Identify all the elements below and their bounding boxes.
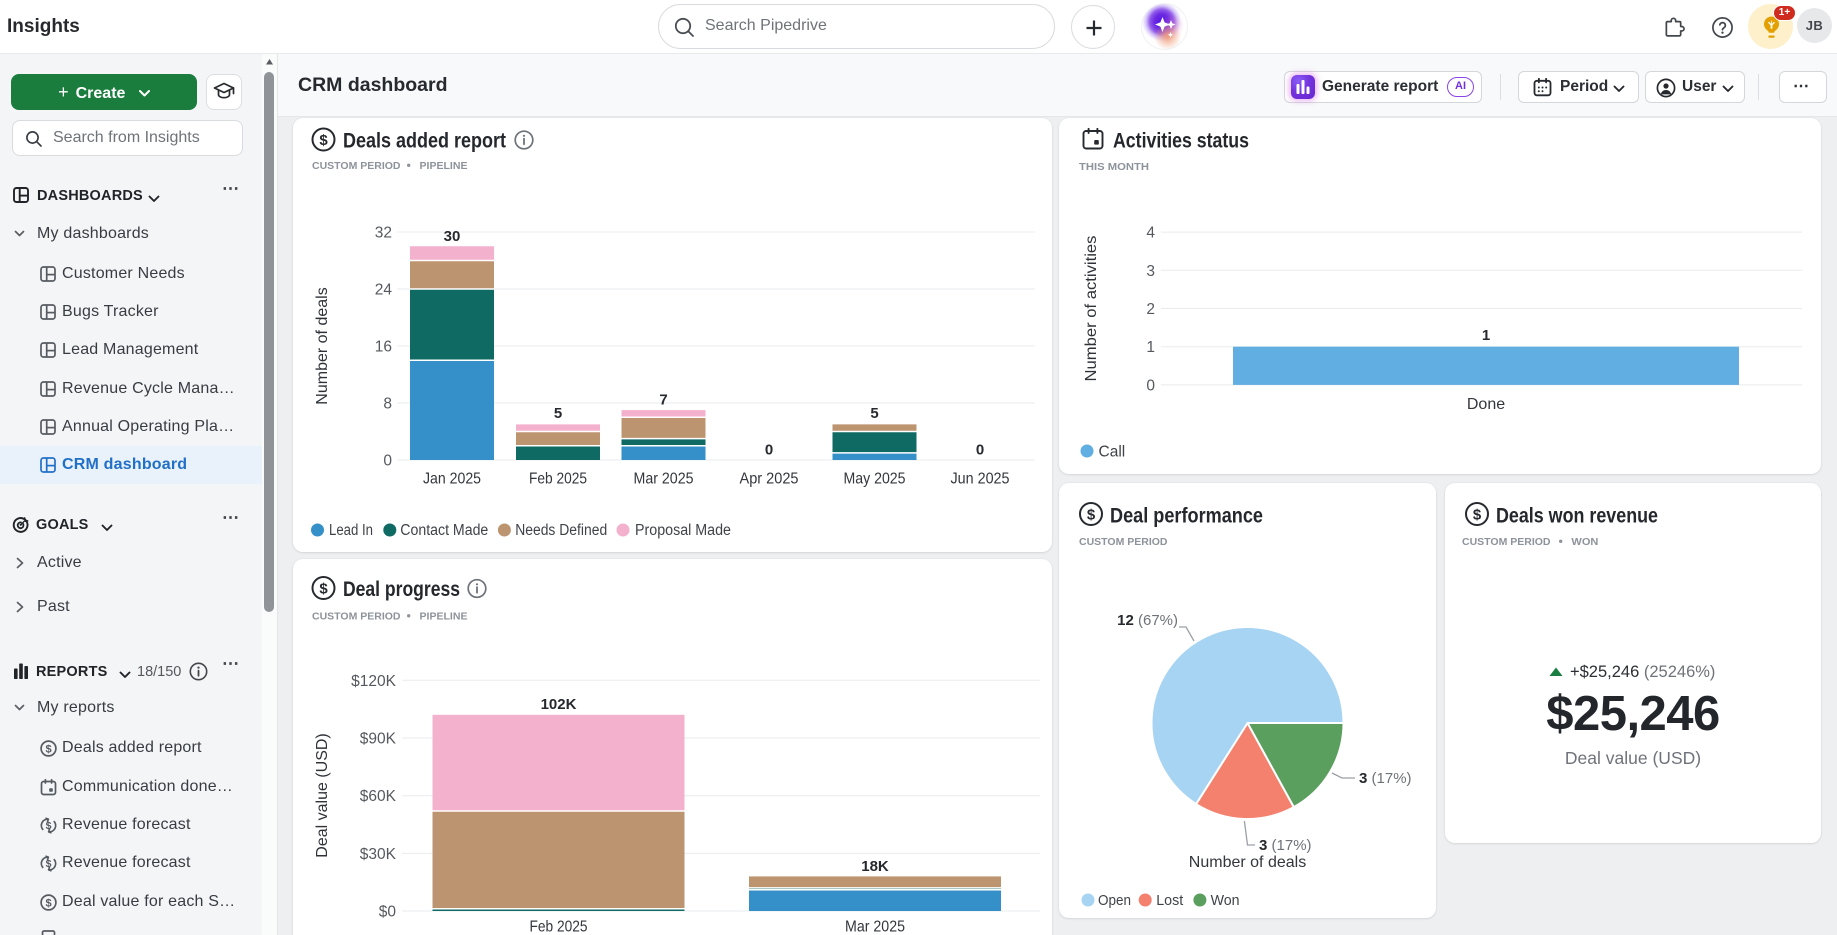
- svg-text:Feb 2025: Feb 2025: [530, 919, 588, 935]
- svg-text:Deal progress: Deal progress: [343, 578, 460, 601]
- svg-text:$: $: [46, 858, 52, 870]
- svg-text:16: 16: [375, 339, 392, 356]
- svg-text:Number of deals: Number of deals: [314, 287, 331, 404]
- svg-text:0: 0: [1146, 377, 1155, 394]
- svg-text:102K: 102K: [541, 696, 577, 713]
- svg-text:8: 8: [383, 396, 392, 413]
- svg-text:Needs Defined: Needs Defined: [515, 522, 607, 539]
- svg-text:CUSTOM PERIOD: CUSTOM PERIOD: [312, 611, 401, 623]
- svg-text:+$25,246 (25246%): +$25,246 (25246%): [1570, 663, 1715, 681]
- svg-text:2: 2: [1146, 301, 1155, 318]
- svg-text:Number of activities: Number of activities: [1083, 236, 1100, 382]
- svg-text:Deals added report: Deals added report: [343, 130, 506, 153]
- svg-text:$120K: $120K: [351, 673, 396, 690]
- svg-text:1: 1: [1146, 339, 1155, 356]
- svg-text:0: 0: [976, 442, 984, 459]
- svg-text:Jan 2025: Jan 2025: [423, 471, 481, 488]
- svg-text:$30K: $30K: [360, 846, 397, 863]
- svg-text:$: $: [46, 820, 52, 832]
- svg-text:0: 0: [383, 453, 392, 470]
- svg-text:$90K: $90K: [360, 731, 397, 748]
- svg-text:Deal value (USD): Deal value (USD): [314, 733, 331, 857]
- svg-text:0: 0: [765, 442, 773, 459]
- svg-text:Deal value (USD): Deal value (USD): [1565, 748, 1701, 768]
- svg-text:30: 30: [444, 228, 461, 245]
- svg-text:Done: Done: [1467, 396, 1505, 413]
- svg-text:Proposal Made: Proposal Made: [635, 522, 731, 539]
- svg-text:Deal performance: Deal performance: [1110, 505, 1263, 528]
- svg-text:$: $: [1087, 507, 1096, 524]
- svg-text:Open: Open: [1098, 892, 1131, 909]
- svg-text:5: 5: [870, 405, 878, 422]
- svg-text:CUSTOM PERIOD: CUSTOM PERIOD: [1462, 536, 1551, 548]
- svg-text:CUSTOM PERIOD: CUSTOM PERIOD: [312, 160, 401, 172]
- svg-text:PIPELINE: PIPELINE: [420, 611, 468, 623]
- svg-text:12 (67%): 12 (67%): [1117, 612, 1178, 629]
- svg-text:PIPELINE: PIPELINE: [420, 160, 468, 172]
- svg-text:Apr 2025: Apr 2025: [740, 471, 799, 488]
- svg-text:3 (17%): 3 (17%): [1359, 770, 1412, 787]
- svg-text:Lost: Lost: [1156, 892, 1184, 909]
- svg-text:$: $: [319, 581, 328, 598]
- svg-text:3: 3: [1146, 263, 1155, 280]
- svg-text:Feb 2025: Feb 2025: [529, 471, 587, 488]
- svg-text:$: $: [319, 132, 328, 149]
- svg-text:WON: WON: [1571, 536, 1598, 548]
- svg-text:$: $: [45, 897, 51, 909]
- svg-text:$: $: [1473, 507, 1482, 524]
- svg-text:Deals won revenue: Deals won revenue: [1496, 505, 1658, 528]
- svg-text:18K: 18K: [861, 858, 889, 875]
- svg-text:CUSTOM PERIOD: CUSTOM PERIOD: [1079, 536, 1168, 548]
- svg-text:THIS MONTH: THIS MONTH: [1079, 161, 1149, 173]
- svg-text:Won: Won: [1211, 892, 1240, 909]
- svg-text:Jun 2025: Jun 2025: [951, 471, 1010, 488]
- svg-text:4: 4: [1146, 225, 1155, 242]
- svg-text:5: 5: [554, 405, 562, 422]
- svg-text:Number of deals: Number of deals: [1189, 854, 1306, 871]
- svg-text:32: 32: [375, 225, 392, 242]
- svg-text:24: 24: [375, 282, 393, 299]
- svg-text:$: $: [45, 743, 51, 755]
- svg-text:Mar 2025: Mar 2025: [634, 471, 694, 488]
- svg-text:1: 1: [1482, 327, 1490, 344]
- svg-text:$0: $0: [379, 904, 397, 921]
- svg-text:3 (17%): 3 (17%): [1259, 837, 1312, 854]
- svg-text:Call: Call: [1099, 444, 1126, 461]
- svg-text:Mar 2025: Mar 2025: [845, 919, 905, 935]
- svg-text:May 2025: May 2025: [844, 471, 906, 488]
- svg-text:Activities status: Activities status: [1113, 130, 1249, 153]
- svg-text:Lead In: Lead In: [329, 522, 373, 539]
- svg-text:Contact Made: Contact Made: [400, 522, 488, 539]
- svg-text:$25,246: $25,246: [1546, 687, 1720, 741]
- svg-text:$60K: $60K: [360, 788, 397, 805]
- svg-text:7: 7: [659, 392, 667, 409]
